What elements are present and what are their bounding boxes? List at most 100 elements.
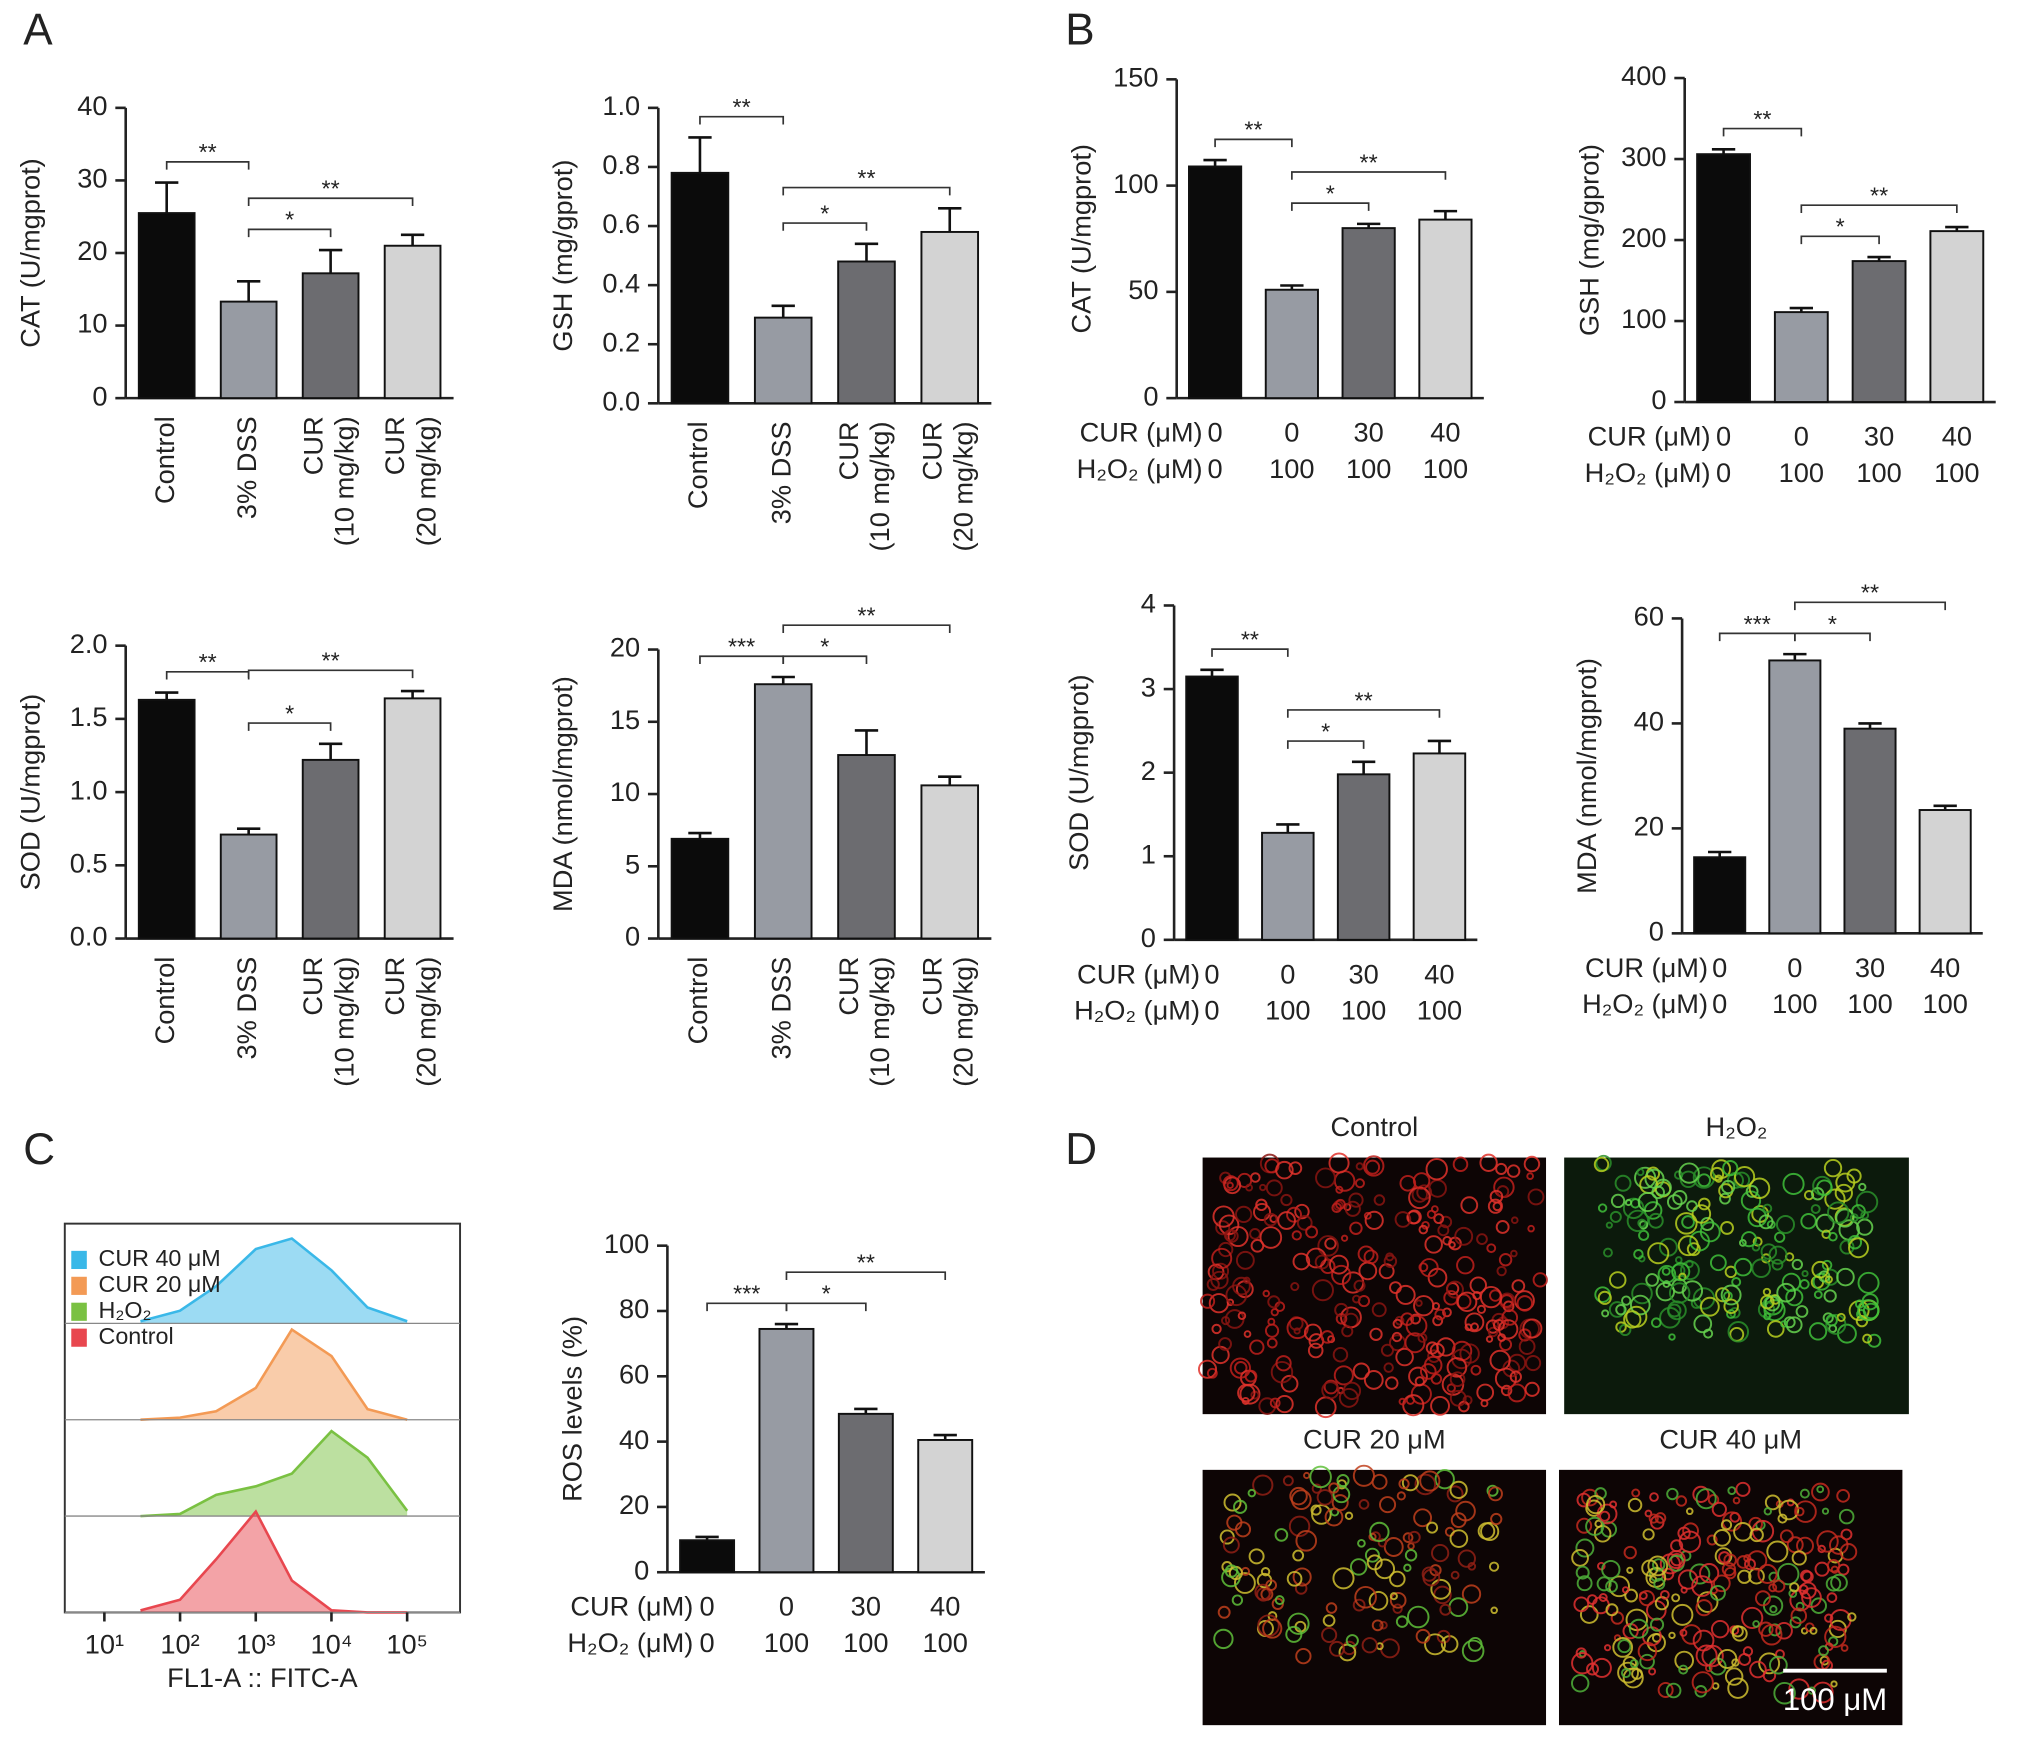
cell (1307, 1342, 1324, 1359)
cell (1757, 1563, 1778, 1584)
cell (1677, 1569, 1699, 1590)
cell (1271, 1597, 1284, 1610)
error-bar (1351, 760, 1376, 775)
cell (1810, 1597, 1827, 1614)
cell (1586, 1662, 1600, 1676)
cell (1670, 1539, 1684, 1553)
cell (1712, 1574, 1731, 1593)
histogram-line (140, 1327, 408, 1422)
histogram-area (140, 1511, 408, 1613)
cell (1633, 1249, 1644, 1260)
cell (1408, 1366, 1428, 1387)
cell (1649, 1617, 1665, 1632)
cell (1249, 1339, 1265, 1355)
cell (1389, 1570, 1406, 1588)
cell (1292, 1549, 1305, 1562)
cell (1523, 1155, 1541, 1173)
cell (1693, 1314, 1713, 1334)
cell (1226, 1181, 1234, 1189)
cell (1264, 1158, 1280, 1174)
cell (1352, 1598, 1366, 1612)
cell (1689, 1230, 1710, 1252)
cell (1648, 1513, 1659, 1524)
cell (1383, 1254, 1398, 1268)
cell (1714, 1174, 1723, 1183)
cell (1823, 1158, 1843, 1178)
y-tick-label: 5 (625, 848, 640, 879)
y-tick-label: 30 (77, 163, 107, 194)
cell (1449, 1371, 1466, 1388)
legend-label: Control (98, 1323, 173, 1349)
cell (1498, 1253, 1513, 1267)
significance-bracket (782, 222, 868, 231)
x-axis-label: FL1-A :: FITC-A (167, 1662, 358, 1693)
cell (1709, 1166, 1725, 1182)
histogram-line (140, 1237, 408, 1323)
cell (1811, 1681, 1834, 1704)
cell (1446, 1280, 1464, 1299)
significance-bracket (165, 161, 250, 170)
cell (1248, 1548, 1265, 1565)
cell (1731, 1625, 1748, 1642)
y-tick-label: 20 (619, 1489, 649, 1520)
cell (1487, 1486, 1503, 1502)
x-table-label: CUR (μM) (1588, 420, 1711, 451)
cell (1455, 1293, 1472, 1310)
cell (1293, 1327, 1301, 1335)
cell (1527, 1224, 1535, 1233)
legend-label: CUR 40 μM (98, 1245, 220, 1271)
y-tick-label: 0.2 (602, 326, 640, 357)
cell (1398, 1397, 1407, 1406)
cell (1661, 1266, 1671, 1276)
bar (753, 683, 813, 940)
cell (1237, 1311, 1247, 1321)
cell (1389, 1591, 1407, 1609)
cell (1713, 1529, 1731, 1547)
cell (1363, 1370, 1384, 1390)
y-tick-label: 0.0 (70, 921, 108, 952)
cell (1430, 1395, 1450, 1416)
significance-bracket (1286, 740, 1365, 749)
cell (1731, 1658, 1740, 1667)
cell (1377, 1538, 1388, 1548)
cell (1222, 1536, 1240, 1554)
cell (1824, 1188, 1846, 1210)
error-bar (1783, 652, 1807, 661)
cell (1746, 1550, 1768, 1571)
cell (1847, 1234, 1863, 1250)
x-table-value: 100 (1779, 457, 1824, 488)
cell (1310, 1504, 1322, 1516)
cell (1726, 1309, 1736, 1319)
cell (1349, 1558, 1368, 1576)
cell (1601, 1309, 1610, 1318)
cell (1751, 1258, 1771, 1278)
error-bar (1933, 804, 1957, 811)
significance-label: * (822, 1281, 831, 1307)
cell (1371, 1302, 1387, 1318)
cell (1686, 1200, 1698, 1212)
y-tick-label: 0.6 (602, 208, 640, 239)
cell (1320, 1330, 1335, 1344)
cell (1476, 1304, 1486, 1314)
cell (1395, 1284, 1416, 1305)
cell (1695, 1488, 1717, 1510)
panel-label: B (1065, 5, 1094, 54)
cell (1288, 1515, 1311, 1538)
bar (1261, 831, 1315, 941)
x-table-value: 0 (700, 1591, 715, 1622)
error-bar (1200, 668, 1224, 677)
significance-bracket (247, 228, 332, 238)
cell (1709, 1584, 1726, 1601)
cell (1479, 1153, 1498, 1172)
cell (1766, 1320, 1785, 1338)
scale-bar-label: 100 μM (1783, 1682, 1887, 1717)
cell (1259, 1226, 1283, 1249)
cell (1404, 1549, 1418, 1562)
cell (1644, 1509, 1653, 1518)
cell (1766, 1220, 1776, 1229)
cell (1296, 1215, 1313, 1231)
cell (1660, 1590, 1670, 1600)
cell (1363, 1249, 1379, 1265)
cell (1259, 1183, 1267, 1192)
